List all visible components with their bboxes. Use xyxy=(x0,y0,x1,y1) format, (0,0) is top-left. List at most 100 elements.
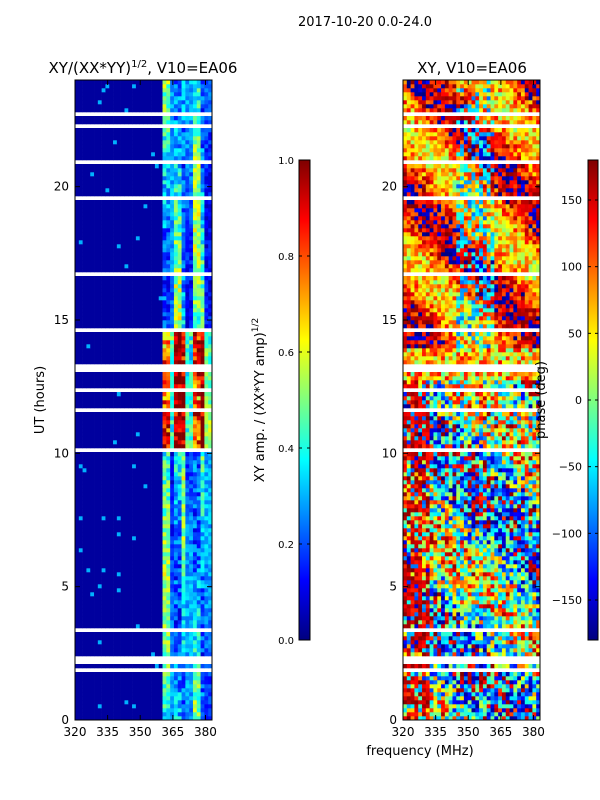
left-heatmap-cell xyxy=(75,116,80,121)
left-heatmap-cell xyxy=(75,176,80,181)
left-heatmap-cell xyxy=(135,260,140,265)
left-heatmap-cell xyxy=(78,600,83,605)
left-heatmap-cell xyxy=(181,324,186,329)
left-heatmap-cell xyxy=(132,476,137,481)
left-heatmap-cell xyxy=(97,404,102,409)
left-heatmap-cell xyxy=(101,424,106,429)
left-heatmap-cell xyxy=(200,528,205,533)
left-heatmap-cell xyxy=(208,156,212,161)
left-heatmap-cell xyxy=(75,280,80,285)
left-heatmap-cell xyxy=(139,716,144,720)
left-heatmap-cell xyxy=(82,248,87,253)
left-heatmap-cell xyxy=(90,632,95,637)
left-heatmap-cell xyxy=(82,624,87,629)
left-heatmap-cell xyxy=(109,156,114,161)
left-heatmap-cell xyxy=(154,136,160,141)
left-heatmap-cell xyxy=(208,204,212,209)
left-heatmap-cell xyxy=(147,552,152,557)
left-heatmap-cell xyxy=(97,416,102,421)
left-heatmap-cell xyxy=(192,568,198,573)
left-heatmap-cell xyxy=(143,544,148,549)
left-heatmap-cell xyxy=(94,148,99,153)
left-heatmap-cell xyxy=(185,464,190,469)
left-heatmap-cell xyxy=(105,116,110,121)
left-heatmap-cell xyxy=(204,616,209,621)
left-heatmap-cell xyxy=(158,352,163,357)
left-heatmap-cell xyxy=(97,520,102,525)
left-heatmap-cell xyxy=(192,120,198,125)
left-heatmap-cell xyxy=(189,508,194,513)
left-heatmap-cell xyxy=(189,240,194,245)
left-heatmap-cell xyxy=(124,580,129,585)
left-heatmap-cell xyxy=(196,680,201,685)
left-heatmap-cell xyxy=(170,540,175,545)
left-heatmap-cell xyxy=(200,540,205,545)
left-heatmap-cell xyxy=(97,348,102,353)
left-heatmap-cell xyxy=(170,648,175,653)
left-heatmap-cell xyxy=(128,540,133,545)
left-heatmap-cell xyxy=(86,624,91,629)
left-heatmap-cell xyxy=(208,608,212,613)
left-heatmap-cell xyxy=(185,636,190,641)
left-heatmap-cell xyxy=(151,520,156,525)
left-heatmap-cell xyxy=(162,496,167,501)
left-heatmap-cell xyxy=(151,528,156,533)
left-heatmap-cell xyxy=(177,212,182,217)
left-heatmap-cell xyxy=(94,464,99,469)
left-heatmap-cell xyxy=(162,188,167,193)
left-heatmap-cell xyxy=(132,540,137,545)
left-heatmap-cell xyxy=(192,308,198,313)
left-heatmap-cell xyxy=(208,596,212,601)
left-heatmap-cell xyxy=(189,556,194,561)
left-heatmap-cell xyxy=(200,552,205,557)
left-heatmap-cell xyxy=(109,556,114,561)
left-heatmap-cell xyxy=(82,336,87,341)
left-heatmap-cell xyxy=(101,488,106,493)
left-heatmap-cell xyxy=(208,544,212,549)
left-heatmap-cell xyxy=(128,616,133,621)
left-heatmap-cell xyxy=(196,284,201,289)
left-heatmap-cell xyxy=(170,128,175,133)
left-heatmap-cell xyxy=(196,716,201,720)
left-heatmap-cell xyxy=(204,172,209,177)
left-heatmap-cell xyxy=(185,508,190,513)
left-heatmap-cell xyxy=(120,616,125,621)
left-heatmap-cell xyxy=(86,476,91,481)
left-heatmap-cell xyxy=(132,168,137,173)
left-heatmap-cell xyxy=(94,544,99,549)
left-heatmap-cell xyxy=(147,128,152,133)
left-heatmap-cell xyxy=(113,308,118,313)
left-heatmap-cell xyxy=(208,220,212,225)
left-heatmap-cell xyxy=(113,212,118,217)
left-heatmap-cell xyxy=(204,176,209,181)
left-heatmap-cell xyxy=(94,244,99,249)
left-heatmap-cell xyxy=(120,304,125,309)
left-heatmap-cell xyxy=(78,348,83,353)
left-heatmap-cell xyxy=(185,184,190,189)
left-heatmap-cell xyxy=(200,156,205,161)
left-heatmap-cell xyxy=(78,116,83,121)
left-heatmap-cell xyxy=(120,292,125,297)
left-heatmap-cell xyxy=(82,380,87,385)
left-heatmap-cell xyxy=(151,248,156,253)
left-heatmap-cell xyxy=(185,680,190,685)
left-heatmap-cell xyxy=(200,636,205,641)
left-heatmap-cell xyxy=(200,308,205,313)
left-heatmap-cell xyxy=(200,188,205,193)
left-heatmap-cell xyxy=(132,528,137,533)
left-heatmap-cell xyxy=(162,636,167,641)
left-heatmap-cell xyxy=(90,116,95,121)
left-heatmap-cell xyxy=(143,704,148,709)
left-heatmap-cell xyxy=(75,308,80,313)
left-heatmap-cell xyxy=(94,540,99,545)
left-heatmap-cell xyxy=(82,556,87,561)
left-heatmap-cell xyxy=(124,584,129,589)
left-heatmap-cell xyxy=(86,416,91,421)
left-heatmap-cell xyxy=(116,456,121,461)
left-heatmap-cell xyxy=(101,456,106,461)
left-heatmap-cell xyxy=(90,508,95,513)
left-heatmap-cell xyxy=(82,348,87,353)
left-heatmap-cell xyxy=(170,152,175,157)
left-heatmap-cell xyxy=(143,624,148,629)
left-heatmap-cell xyxy=(158,236,163,241)
